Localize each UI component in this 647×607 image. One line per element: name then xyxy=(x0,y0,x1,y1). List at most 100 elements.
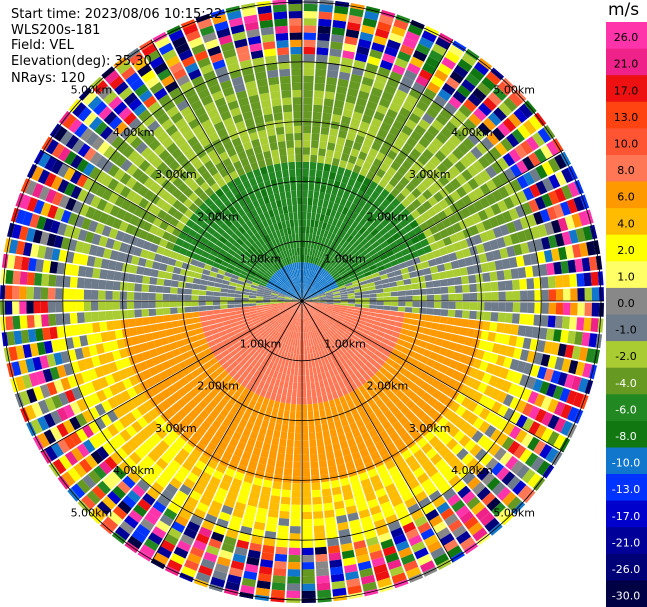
range-gate xyxy=(395,237,404,246)
range-gate xyxy=(560,201,571,216)
range-gate xyxy=(452,222,463,233)
range-gate xyxy=(315,311,322,317)
range-gate xyxy=(424,321,433,329)
range-gate xyxy=(370,365,379,375)
range-gate xyxy=(74,123,88,138)
range-gate xyxy=(322,364,329,373)
range-gate xyxy=(177,301,185,307)
range-gate xyxy=(162,307,171,315)
range-gate xyxy=(349,422,358,432)
range-gate xyxy=(313,191,320,199)
range-gate xyxy=(271,308,280,313)
range-gate xyxy=(302,404,308,412)
range-gate xyxy=(192,539,207,552)
range-gate xyxy=(389,405,400,415)
range-gate xyxy=(40,202,52,217)
range-gate xyxy=(278,518,290,527)
range-gate xyxy=(277,298,285,300)
range-gate xyxy=(62,114,77,129)
range-gate xyxy=(450,260,460,269)
range-gate xyxy=(250,287,258,292)
range-gate xyxy=(391,361,401,371)
range-gate xyxy=(391,198,401,208)
range-gate xyxy=(153,552,169,565)
range-gate xyxy=(84,312,92,323)
range-gate xyxy=(323,230,329,238)
range-gate xyxy=(242,7,257,17)
range-gate xyxy=(158,370,169,381)
range-gate xyxy=(312,111,322,120)
range-gate xyxy=(295,425,302,434)
range-gate xyxy=(98,301,106,311)
range-gate xyxy=(308,270,312,278)
range-gate xyxy=(327,377,334,386)
range-gate xyxy=(376,525,390,536)
range-gate xyxy=(178,247,188,256)
range-gate xyxy=(321,261,328,269)
range-gate xyxy=(147,532,163,546)
range-gate xyxy=(264,307,272,311)
range-gate xyxy=(286,590,301,599)
range-gate xyxy=(307,197,313,206)
range-gate xyxy=(181,225,192,235)
range-gate xyxy=(276,133,286,142)
range-gate xyxy=(218,34,233,46)
range-gate xyxy=(221,312,229,318)
range-gate xyxy=(287,290,294,296)
range-gate xyxy=(307,277,311,285)
range-gate xyxy=(449,165,461,178)
range-gate xyxy=(259,316,268,322)
range-gate xyxy=(200,63,214,75)
range-gate xyxy=(270,296,278,299)
range-gate xyxy=(377,414,388,424)
range-gate xyxy=(419,307,427,315)
range-gate xyxy=(466,164,479,177)
range-gate xyxy=(272,231,278,240)
range-gate xyxy=(177,294,185,301)
range-gate xyxy=(403,369,413,379)
range-gate xyxy=(343,215,351,224)
range-gate xyxy=(174,354,184,364)
range-gate xyxy=(199,311,207,317)
range-gate xyxy=(441,254,451,264)
range-gate xyxy=(233,83,246,93)
range-gate xyxy=(257,326,265,332)
range-gate xyxy=(273,322,280,329)
range-gate xyxy=(304,293,310,299)
range-gate xyxy=(203,551,218,563)
range-gate xyxy=(354,291,363,296)
range-gate xyxy=(112,310,121,320)
range-gate xyxy=(342,108,353,118)
range-gate xyxy=(295,292,301,299)
range-gate xyxy=(321,372,327,381)
range-gate xyxy=(319,214,326,222)
range-gate xyxy=(336,136,346,146)
range-gate xyxy=(521,433,534,448)
range-gate xyxy=(317,445,326,454)
range-gate xyxy=(214,257,223,265)
range-gate xyxy=(398,415,409,426)
range-gate xyxy=(263,195,270,205)
range-gate xyxy=(91,355,101,368)
range-gate xyxy=(255,122,266,132)
range-gate xyxy=(422,131,435,143)
range-gate xyxy=(181,566,197,578)
range-gate xyxy=(142,275,151,284)
range-gate xyxy=(185,318,194,325)
range-gate xyxy=(309,316,315,323)
range-gate xyxy=(305,310,309,318)
range-gate xyxy=(231,137,242,148)
range-gate xyxy=(225,444,236,455)
range-gate xyxy=(76,289,84,300)
range-gate xyxy=(275,214,281,223)
range-gate xyxy=(188,409,199,420)
range-gate xyxy=(226,574,242,585)
range-gate xyxy=(143,400,154,412)
range-gate xyxy=(432,521,447,534)
range-gate xyxy=(221,244,230,252)
range-gate xyxy=(307,404,313,412)
range-gate xyxy=(483,311,492,321)
range-gate xyxy=(252,253,260,261)
range-gate xyxy=(547,315,556,328)
range-gate xyxy=(53,379,65,394)
